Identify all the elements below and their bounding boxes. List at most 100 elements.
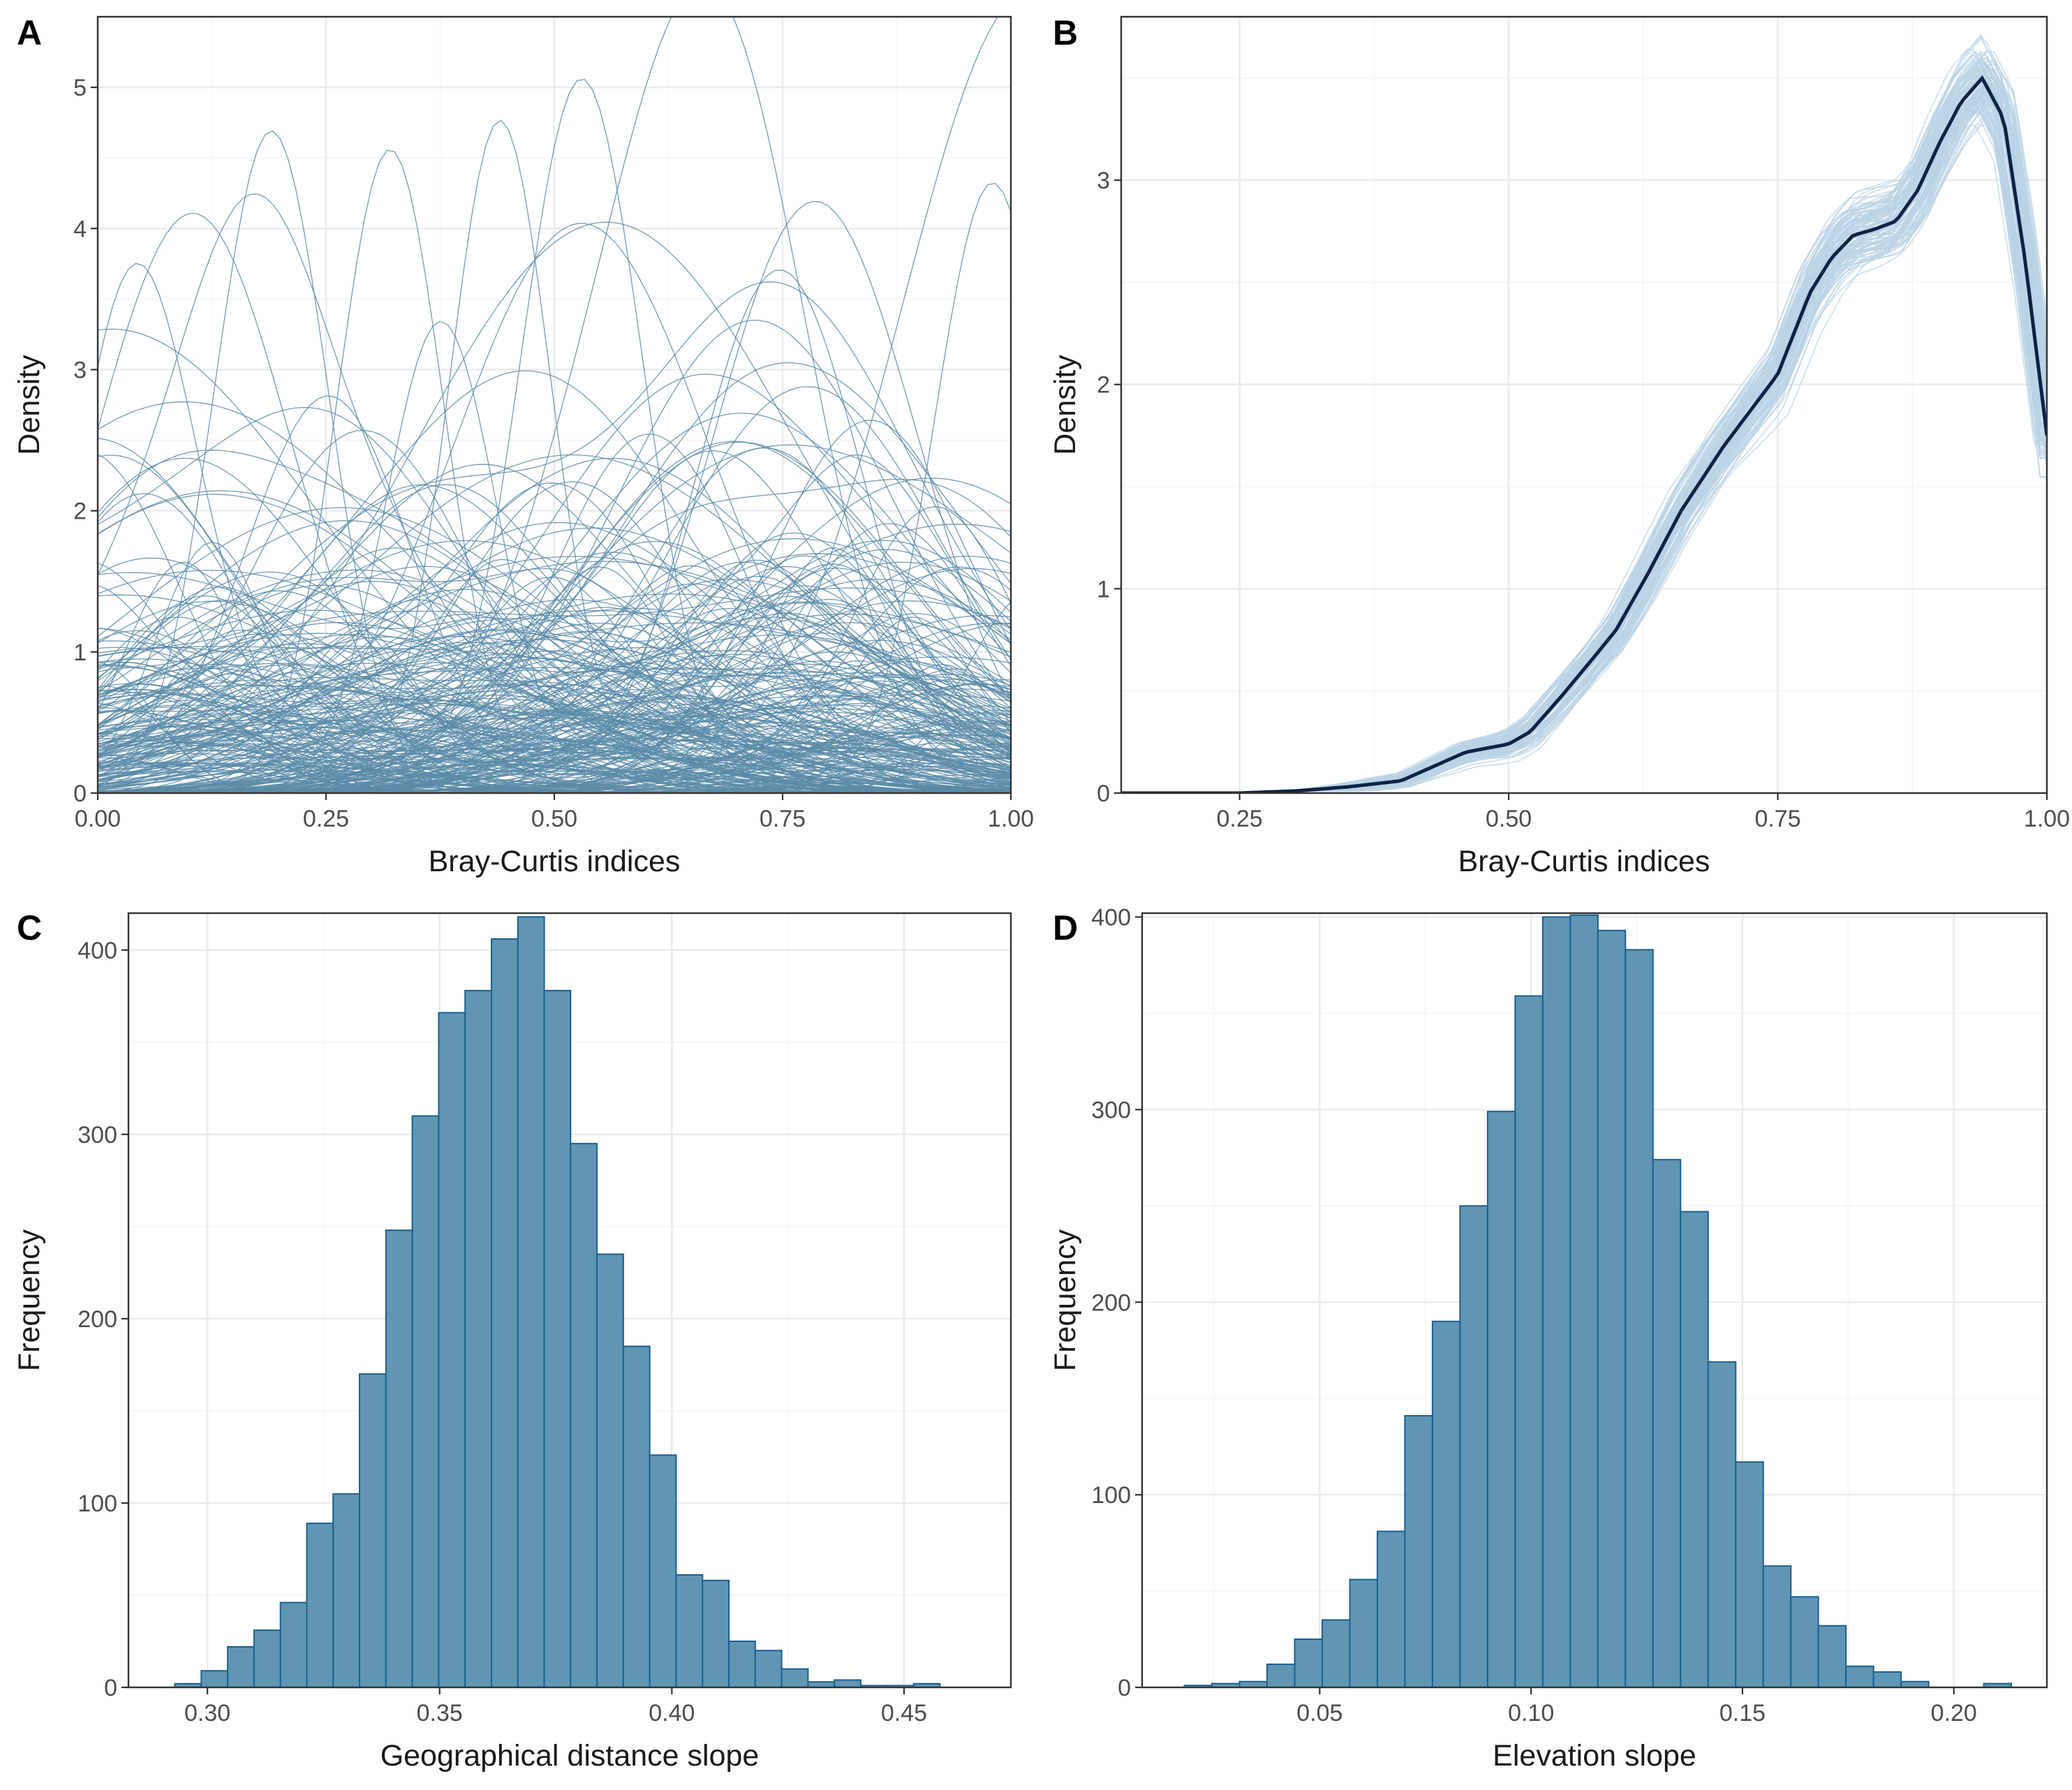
- density-curve: [98, 281, 1011, 739]
- histogram-bar: [1514, 995, 1544, 1689]
- density-curve: [98, 541, 1011, 793]
- density-curve: [98, 559, 1011, 785]
- density-curve: [98, 540, 1011, 792]
- histogram-bar: [834, 1679, 861, 1689]
- x-tick-label: 0.05: [1296, 1700, 1342, 1726]
- plot-frame: [1120, 15, 2048, 794]
- y-tick-label: 0: [104, 1675, 117, 1701]
- y-tick-label: 1: [73, 639, 87, 666]
- panel-b-chart: 0 1 2 3 0.25 0.50 0.75 1.00 Bray-Curtis indices D…: [1049, 13, 2070, 878]
- y-tick-label: 3: [1097, 168, 1110, 194]
- density-curve: [98, 662, 1011, 793]
- density-curve: [98, 568, 1011, 793]
- x-tick-label: 0.50: [531, 806, 577, 832]
- histogram-bar: [728, 1641, 756, 1688]
- histogram-bars: [1183, 914, 2013, 1689]
- histogram-bar: [464, 989, 493, 1688]
- x-axis-title: Bray-Curtis indices: [429, 845, 681, 878]
- density-curve: [98, 674, 1011, 788]
- plot-frame: [127, 912, 1012, 1689]
- density-curve: [98, 616, 1011, 793]
- density-curve: [98, 540, 1011, 784]
- histogram-bar: [253, 1629, 281, 1688]
- density-curve: [98, 631, 1011, 793]
- histogram-bar: [1238, 1680, 1268, 1688]
- density-curve: [98, 699, 1011, 785]
- panel-b: 0 1 2 3 0.25 0.50 0.75 1.00 Bray-Curtis indices D…: [1036, 0, 2072, 895]
- density-curve: [98, 676, 1011, 793]
- y-tick-label: 3: [73, 357, 87, 383]
- histogram-bar: [1900, 1680, 1930, 1688]
- density-curve: [98, 600, 1011, 759]
- histogram-bar: [1266, 1663, 1296, 1689]
- density-curve: [98, 764, 1011, 793]
- histogram-bar: [385, 1229, 413, 1688]
- histogram-bar: [1735, 1461, 1764, 1688]
- density-curve: [98, 221, 1011, 776]
- density-curve: [98, 662, 1011, 793]
- density-curve: [98, 607, 1011, 756]
- histogram-bar: [1294, 1639, 1323, 1688]
- density-curve: [98, 561, 1011, 774]
- panel-d-chart: 0 100 200 300 400 0.05 0.10 0.15 0.20 Elevation s…: [1049, 905, 2048, 1773]
- density-curve: [98, 725, 1011, 788]
- density-curve: [98, 667, 1011, 742]
- density-curve: [98, 609, 1011, 793]
- x-tick-label: 0.00: [75, 806, 121, 832]
- density-curve: [98, 601, 1011, 793]
- histogram-bar: [1790, 1596, 1819, 1688]
- density-curve: [98, 639, 1011, 774]
- plot-frame: [1141, 912, 2048, 1689]
- x-tick-label: 0.10: [1508, 1700, 1554, 1726]
- histogram-bar: [649, 1454, 677, 1688]
- histogram-bar: [1322, 1619, 1351, 1689]
- density-curve: [98, 464, 1011, 789]
- x-tick-label: 0.25: [303, 806, 349, 832]
- x-tick-label: 0.50: [1486, 806, 1532, 832]
- panel-label: B: [1053, 13, 1078, 52]
- density-curve: [98, 362, 1011, 793]
- y-tick-label: 200: [1091, 1289, 1131, 1316]
- x-tick-label: 0.45: [881, 1700, 927, 1726]
- density-curve: [98, 563, 1011, 793]
- y-tick-label: 300: [1091, 1097, 1131, 1123]
- bootstrap-curves: [1121, 34, 2047, 793]
- histogram-bar: [332, 1493, 361, 1689]
- density-curve: [98, 631, 1011, 735]
- density-curve: [98, 667, 1011, 778]
- density-curves: [98, 17, 1011, 793]
- histogram-bar: [622, 1345, 651, 1688]
- density-curve: [98, 663, 1011, 762]
- histogram-bar: [1597, 929, 1627, 1688]
- x-tick-label: 0.35: [417, 1700, 463, 1726]
- y-tick-label: 1: [1097, 576, 1110, 602]
- density-curve: [98, 645, 1011, 793]
- y-tick-label: 300: [77, 1122, 117, 1148]
- y-tick-label: 400: [1091, 905, 1131, 931]
- histogram-bars: [174, 916, 941, 1689]
- density-curve: [98, 734, 1011, 793]
- density-curve: [98, 663, 1011, 792]
- histogram-bar: [1486, 1111, 1516, 1689]
- histogram-bar: [411, 1115, 440, 1688]
- histogram-bar: [1845, 1665, 1874, 1688]
- histogram-bar: [200, 1670, 229, 1688]
- histogram-bar: [543, 989, 572, 1688]
- density-curve: [98, 506, 1011, 793]
- density-curve: [98, 522, 1011, 780]
- histogram-bar: [1349, 1578, 1378, 1688]
- panel-c: 0 100 200 300 400 0.30 0.35 0.40 0.45 Geographica…: [0, 895, 1036, 1790]
- histogram-bar: [596, 1253, 624, 1688]
- histogram-bar: [438, 1012, 466, 1689]
- density-curve: [98, 587, 1011, 699]
- density-curve: [98, 720, 1011, 792]
- histogram-bar: [491, 938, 519, 1688]
- density-curve: [98, 616, 1011, 793]
- density-curve: [98, 712, 1011, 783]
- density-curve: [98, 370, 1011, 789]
- y-axis-title: Density: [1049, 355, 1082, 455]
- histogram-bar: [1404, 1415, 1433, 1688]
- y-tick-label: 2: [73, 498, 87, 525]
- density-curve: [98, 646, 1011, 793]
- panel-d: 0 100 200 300 400 0.05 0.10 0.15 0.20 Elevation s…: [1036, 895, 2072, 1790]
